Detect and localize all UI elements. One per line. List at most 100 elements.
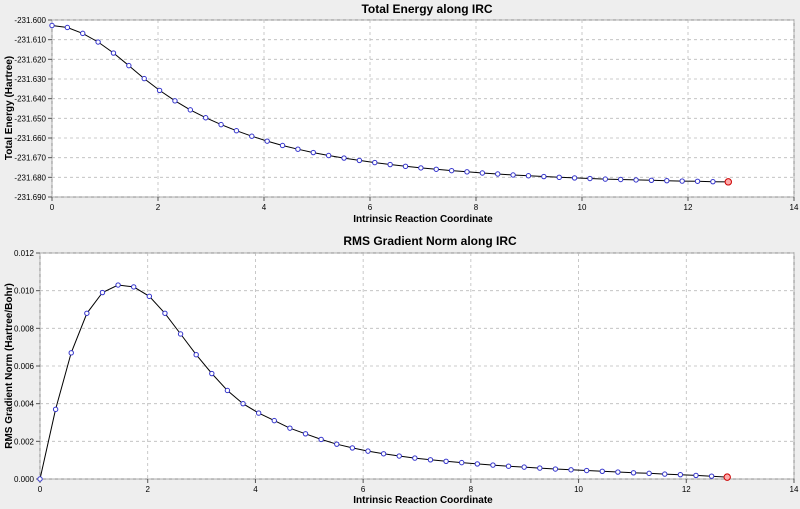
data-point (541, 173, 547, 180)
data-point (249, 133, 255, 139)
data-point (479, 170, 486, 176)
rms-gradient-chart-panel: RMS Gradient Norm along IRC 0 2 4 6 8 10 12 14 0… (0, 231, 800, 509)
y-tick-label: 0.002 (14, 437, 35, 446)
y-tick-label: 0.004 (14, 400, 35, 409)
data-point-final (723, 473, 731, 481)
data-point (37, 476, 43, 482)
axis-ticks: 0 2 4 6 8 10 12 14 -231.600 -231.610 -231.620 -231.… (14, 16, 799, 212)
data-point (568, 467, 574, 473)
series-line (37, 282, 731, 482)
y-tick-label: -231.610 (14, 36, 46, 45)
data-point (203, 115, 209, 121)
data-point (677, 471, 684, 478)
data-point (448, 167, 455, 174)
data-point (402, 163, 409, 170)
total-energy-chart-panel: Total Energy along IRC 0 2 4 6 8 10 12 14 -231.6… (0, 0, 800, 231)
data-point (52, 406, 59, 413)
data-point (95, 39, 101, 45)
data-point (193, 352, 199, 358)
data-point (110, 50, 117, 56)
data-point (224, 387, 231, 394)
data-point (633, 177, 639, 183)
data-point (302, 431, 309, 437)
data-point (412, 455, 418, 461)
data-point (459, 459, 465, 466)
data-point (679, 178, 685, 184)
data-point (615, 469, 621, 475)
y-tick-label: -231.670 (14, 154, 46, 163)
data-point (126, 62, 132, 69)
data-point (380, 451, 387, 457)
data-point (372, 159, 378, 166)
data-point (209, 370, 215, 377)
data-point (694, 178, 701, 184)
x-tick-label: 8 (469, 485, 474, 494)
data-point (646, 470, 652, 477)
data-point (617, 176, 624, 183)
data-point (525, 173, 532, 179)
data-point (387, 161, 393, 168)
data-point (630, 470, 637, 476)
x-tick-label: 12 (684, 203, 693, 212)
y-axis-label: RMS Gradient Norm (Hartree/Bohr) (4, 283, 15, 449)
x-tick-label: 14 (790, 485, 799, 494)
data-point (115, 282, 121, 288)
y-tick-label: 0.006 (14, 362, 35, 371)
data-point (552, 466, 559, 472)
y-axis-label: Total Energy (Hartree) (4, 56, 15, 160)
data-point (427, 457, 434, 463)
data-point (505, 463, 512, 469)
data-point-final (724, 178, 732, 186)
data-point (49, 22, 55, 29)
data-point (264, 138, 270, 144)
y-tick-label: -231.640 (14, 95, 46, 104)
data-point (583, 467, 590, 474)
data-point (279, 142, 286, 149)
total-energy-chart: Total Energy along IRC 0 2 4 6 8 10 12 14 -231.6… (4, 2, 799, 225)
y-tick-label: -231.650 (14, 114, 46, 123)
data-point (68, 350, 74, 356)
data-point (396, 453, 402, 459)
data-point (156, 87, 163, 94)
y-tick-label: 0.000 (14, 475, 35, 484)
x-tick-label: 10 (574, 485, 583, 494)
data-point (664, 177, 670, 184)
y-tick-label: 0.010 (14, 287, 35, 296)
y-tick-label: 0.012 (14, 249, 35, 258)
data-point (474, 461, 481, 467)
data-point (418, 165, 424, 171)
y-tick-label: -231.600 (14, 16, 46, 25)
data-point (177, 331, 184, 337)
data-point (571, 175, 578, 181)
data-point (662, 471, 668, 477)
data-point (295, 146, 301, 152)
data-point (356, 157, 363, 164)
plot-area (39, 252, 795, 480)
data-point (495, 171, 501, 177)
x-tick-label: 10 (578, 203, 587, 212)
chart-title: Total Energy along IRC (361, 2, 492, 16)
x-tick-label: 14 (790, 203, 799, 212)
data-point (443, 458, 449, 464)
data-point (240, 400, 246, 407)
data-point (162, 310, 168, 316)
x-tick-label: 2 (145, 485, 150, 494)
data-point (537, 465, 543, 471)
chart-title: RMS Gradient Norm along IRC (343, 234, 517, 248)
data-point (693, 472, 699, 479)
data-point (587, 175, 593, 182)
data-point (490, 462, 496, 468)
data-point (510, 172, 516, 178)
data-point (218, 121, 224, 128)
data-point (287, 425, 293, 431)
grid (51, 19, 795, 198)
data-point (146, 293, 153, 300)
data-point (648, 177, 655, 183)
x-tick-label: 6 (368, 203, 373, 212)
x-tick-label: 8 (474, 203, 479, 212)
data-point (187, 107, 194, 113)
y-tick-label: -231.660 (14, 134, 46, 143)
data-point (708, 473, 715, 479)
x-tick-label: 4 (262, 203, 267, 212)
x-tick-label: 0 (38, 485, 43, 494)
